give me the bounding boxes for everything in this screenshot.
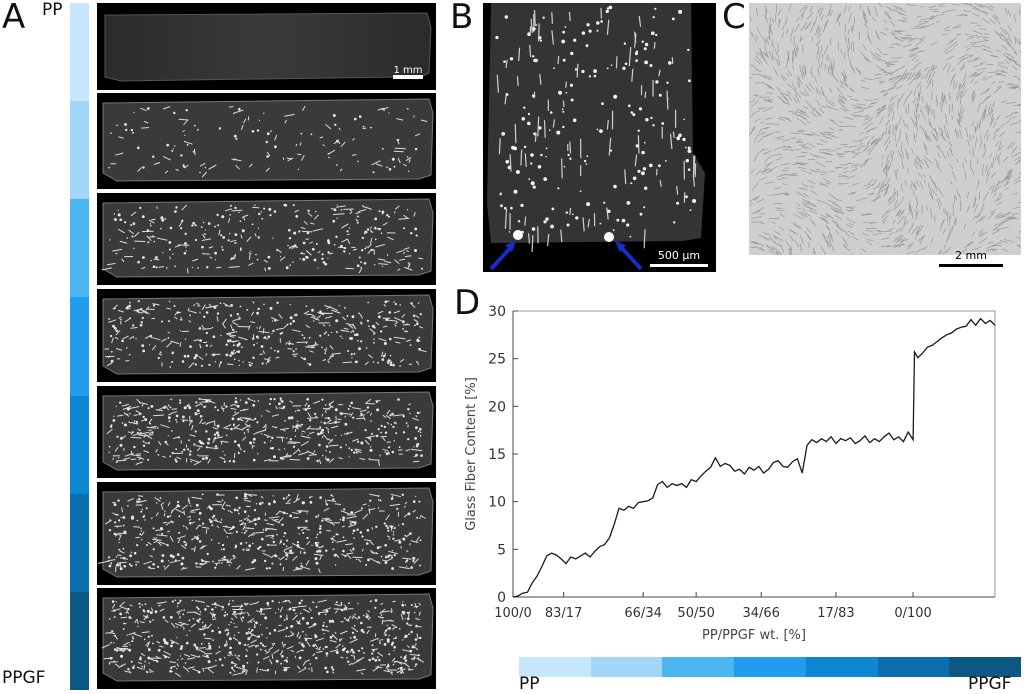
y-tick-label-3: 15 [488, 447, 506, 463]
panel-b-letter: B [450, 0, 473, 34]
gradient-segment-2 [70, 101, 89, 199]
bar-segment-2 [591, 657, 663, 677]
panel-a-bottom-label: PPGF [2, 668, 45, 688]
scale-bar-2mm-label: 2 mm [955, 249, 987, 262]
glass-fiber-chart: Glass Fiber Content [%] PP/PPGF wt. [%] … [460, 295, 1020, 650]
y-tick-label-1: 5 [497, 542, 506, 558]
gradient-segment-7 [70, 592, 89, 690]
y-tick-label-6: 30 [488, 304, 506, 320]
panel-d-ppgf-label: PPGF [968, 674, 1011, 694]
chart-axes: 0 5 10 15 20 25 30 100/0 83/17 66/34 50/50 34/66 17/… [488, 304, 995, 621]
ct-slice-3 [97, 193, 436, 285]
y-tick-label-2: 10 [488, 495, 506, 511]
bar-segment-4 [734, 657, 806, 677]
scale-bar-1mm-label: 1 mm [393, 65, 422, 76]
gradient-segment-1 [70, 3, 89, 101]
bar-segment-5 [806, 657, 878, 677]
x-tick-label-5: 17/83 [817, 606, 854, 621]
ct-slice-6 [97, 482, 436, 585]
x-tick-label-0: 100/0 [494, 606, 531, 621]
y-tick-label-0: 0 [497, 590, 506, 606]
composition-bar-horizontal [519, 657, 1021, 677]
ct-detail-image: 500 µm [483, 3, 716, 272]
panel-a-letter: A [2, 0, 25, 34]
ct-slice-7 [97, 588, 436, 689]
ct-slice-2 [97, 93, 436, 189]
chart-ylabel: Glass Fiber Content [%] [464, 377, 479, 531]
bar-segment-6 [878, 657, 950, 677]
gradient-segment-4 [70, 297, 89, 395]
panel-d-pp-label: PP [519, 674, 540, 694]
x-tick-label-2: 66/34 [624, 606, 661, 621]
bar-segment-3 [662, 657, 734, 677]
fiber-orientation-image: 2 mm [749, 3, 1021, 272]
chart-xlabel: PP/PPGF wt. [%] [702, 628, 806, 643]
x-tick-label-4: 34/66 [742, 606, 779, 621]
panel-c-letter: C [722, 0, 746, 34]
gradient-segment-5 [70, 396, 89, 494]
x-tick-label-6: 0/100 [894, 606, 931, 621]
scale-bar-500um-label: 500 µm [658, 249, 700, 262]
ct-slice-1: 1 mm [97, 3, 436, 90]
x-tick-label-1: 83/17 [545, 606, 582, 621]
composition-gradient-bar [70, 3, 89, 690]
y-tick-label-4: 20 [488, 399, 506, 415]
gradient-segment-6 [70, 494, 89, 592]
ct-slice-5 [97, 386, 436, 478]
ct-slice-4 [97, 289, 436, 382]
series-line-glass-fiber [513, 319, 995, 597]
gradient-segment-3 [70, 199, 89, 297]
y-tick-label-5: 25 [488, 352, 506, 368]
x-tick-label-3: 50/50 [677, 606, 714, 621]
panel-a-top-label: PP [42, 0, 63, 20]
